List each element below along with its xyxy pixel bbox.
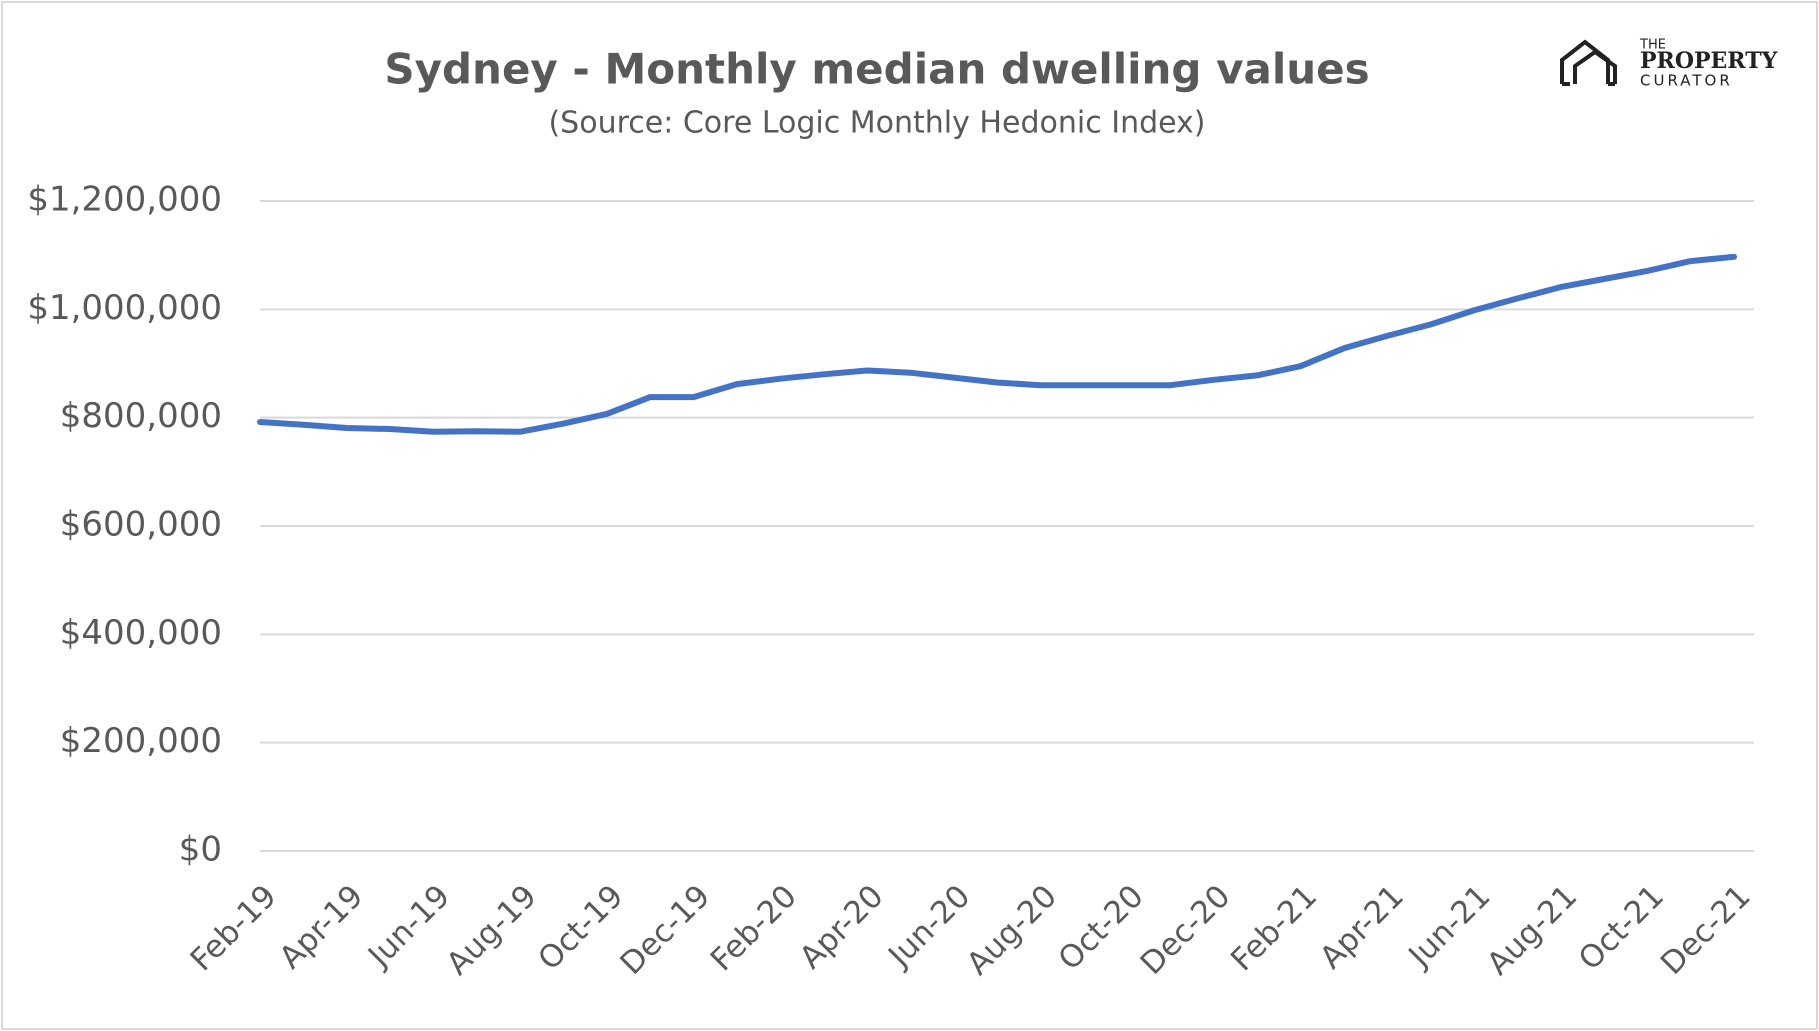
y-tick-label: $600,000	[60, 505, 222, 545]
chart-subtitle: (Source: Core Logic Monthly Hedonic Inde…	[548, 106, 1205, 141]
logo-small: THE	[1639, 38, 1666, 53]
chart-title: Sydney - Monthly median dwelling values	[384, 45, 1369, 94]
logo-main: PROPERTY	[1640, 48, 1778, 74]
logo-icon	[1560, 39, 1617, 86]
y-tick-label: $0	[179, 830, 222, 870]
y-tick-label: $200,000	[60, 721, 222, 761]
y-tick-label: $400,000	[60, 613, 222, 653]
y-tick-label: $1,000,000	[27, 288, 222, 328]
logo: THE PROPERTY CURATOR	[1560, 38, 1778, 90]
logo-sub: CURATOR	[1640, 72, 1733, 90]
y-tick-label: $800,000	[60, 396, 222, 436]
y-tick-label: $1,200,000	[27, 180, 222, 220]
data-line	[257, 253, 1737, 435]
